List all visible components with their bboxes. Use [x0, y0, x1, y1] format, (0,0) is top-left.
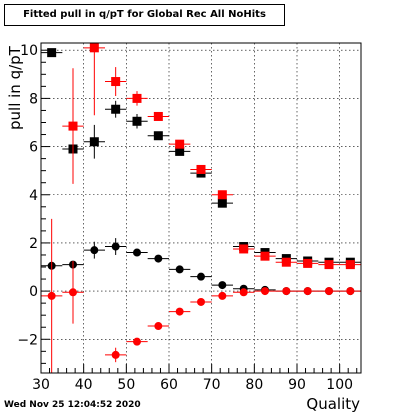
x-tick-label: 70: [203, 377, 221, 393]
data-point-square: [239, 244, 249, 254]
timestamp: Wed Nov 25 12:04:52 2020: [4, 400, 141, 410]
data-point-circle: [239, 288, 248, 297]
data-point-square: [111, 77, 121, 87]
y-tick-label: 4: [29, 188, 38, 204]
data-point-circle: [346, 287, 355, 296]
data-point-square: [260, 251, 270, 261]
data-point-circle: [111, 242, 120, 251]
data-point-circle: [154, 322, 163, 331]
x-tick-label: 40: [75, 377, 93, 393]
data-point-circle: [197, 272, 205, 281]
y-tick-label: 0: [29, 284, 38, 300]
x-axis-label: Quality: [306, 395, 360, 413]
y-tick-label: −2: [17, 332, 38, 348]
y-axis-label: pull in q/pT: [6, 46, 24, 130]
data-point-square: [217, 190, 227, 200]
x-tick-label: 60: [160, 377, 178, 393]
data-point-square: [324, 260, 334, 270]
data-point-circle: [261, 287, 269, 296]
data-point-square: [303, 258, 313, 268]
y-tick-label: 6: [29, 140, 38, 156]
data-point-circle: [90, 246, 99, 255]
y-tick-label: 8: [29, 91, 38, 107]
axis-ticks: 30 40 50 60 70 80 90 100 −2 0 2 4 6 8 10: [17, 43, 358, 393]
data-point-circle: [111, 350, 120, 359]
series-1: [62, 43, 361, 270]
data-point-square: [175, 139, 185, 149]
plot-frame: [40, 42, 362, 374]
data-point-square: [345, 260, 355, 270]
data-point-circle: [133, 337, 141, 346]
data-point-circle: [133, 248, 141, 257]
data-point-square: [196, 164, 206, 174]
data-point-square: [89, 137, 99, 147]
chart-title: Fitted pull in q/pT for Global Rec All N…: [4, 4, 285, 26]
data-point-circle: [303, 287, 312, 296]
x-tick-label: 90: [288, 377, 306, 393]
data-point-circle: [175, 265, 184, 274]
data-point-square: [68, 121, 78, 131]
series-layer: [41, 43, 361, 373]
grid: [41, 43, 361, 373]
x-tick-label: 100: [326, 377, 353, 393]
data-point-square: [132, 116, 142, 126]
y-tick-label: 10: [20, 43, 38, 59]
data-point-square: [47, 48, 57, 58]
data-point-circle: [218, 291, 227, 300]
data-point-circle: [175, 307, 184, 316]
x-tick-label: 80: [245, 377, 263, 393]
x-tick-label: 50: [117, 377, 135, 393]
data-point-circle: [218, 281, 227, 290]
series-2: [41, 238, 361, 296]
data-point-circle: [154, 254, 163, 263]
data-point-square: [217, 198, 227, 208]
series-0: [41, 48, 361, 267]
series-3: [41, 218, 361, 373]
data-point-square: [175, 146, 185, 156]
data-point-square: [89, 43, 99, 53]
data-point-square: [132, 93, 142, 103]
data-point-square: [153, 131, 163, 141]
data-point-circle: [69, 288, 77, 297]
data-point-circle: [197, 297, 205, 306]
data-point-circle: [282, 287, 291, 296]
x-tick-label: 30: [32, 377, 50, 393]
data-point-square: [111, 104, 121, 114]
y-tick-label: 2: [29, 236, 38, 252]
data-point-square: [153, 111, 163, 121]
data-point-square: [281, 257, 291, 267]
data-point-circle: [47, 291, 56, 300]
data-point-circle: [325, 287, 333, 296]
